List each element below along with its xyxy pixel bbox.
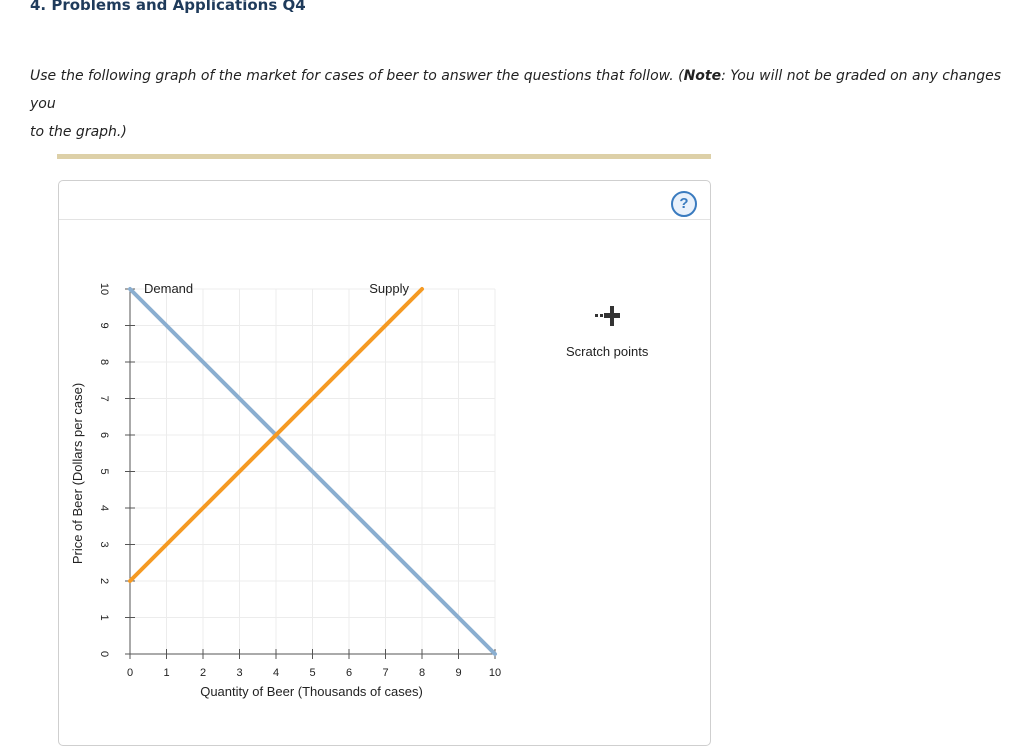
instructions: Use the following graph of the market fo… xyxy=(30,62,1020,146)
x-tick-label: 9 xyxy=(455,667,461,679)
divider-bar xyxy=(57,154,711,159)
instructions-text-2: : You will not be graded on any changes … xyxy=(30,68,1002,112)
panel-header-divider xyxy=(59,219,710,220)
y-tick-label: 9 xyxy=(98,322,110,328)
x-tick-label: 2 xyxy=(200,667,206,679)
x-tick-label: 8 xyxy=(419,667,425,679)
demand-curve xyxy=(128,287,497,656)
supply-label: Supply xyxy=(369,281,409,296)
instructions-text-1: Use the following graph of the market fo… xyxy=(30,68,684,84)
x-tick-label: 3 xyxy=(236,667,242,679)
y-tick-label: 0 xyxy=(98,651,110,657)
x-tick-label: 5 xyxy=(309,667,315,679)
plus-with-dots-icon[interactable] xyxy=(592,304,622,330)
y-axis-label: Price of Beer (Dollars per case) xyxy=(70,383,85,564)
question-title: 4. Problems and Applications Q4 xyxy=(30,0,306,14)
y-tick-label: 4 xyxy=(98,505,110,511)
x-tick-label: 7 xyxy=(382,667,388,679)
supply-curve xyxy=(128,287,424,583)
demand-label: Demand xyxy=(144,281,193,296)
y-tick-label: 10 xyxy=(98,283,110,295)
x-tick-label: 4 xyxy=(273,667,279,679)
note-label: Note xyxy=(683,68,722,84)
x-axis-label: Quantity of Beer (Thousands of cases) xyxy=(200,684,423,699)
instructions-text-3: to the graph.) xyxy=(30,124,127,140)
x-tick-label: 6 xyxy=(346,667,352,679)
help-button[interactable]: ? xyxy=(671,191,697,217)
x-tick-label: 1 xyxy=(163,667,169,679)
y-tick-label: 8 xyxy=(98,359,110,365)
y-tick-label: 3 xyxy=(98,541,110,547)
y-tick-label: 6 xyxy=(98,432,110,438)
y-tick-label: 5 xyxy=(98,468,110,474)
y-tick-label: 1 xyxy=(98,614,110,620)
scratch-points-label: Scratch points xyxy=(566,344,649,359)
y-tick-label: 7 xyxy=(98,395,110,401)
x-tick-label: 0 xyxy=(127,667,133,679)
x-tick-label: 10 xyxy=(489,667,501,679)
y-tick-label: 2 xyxy=(98,578,110,584)
